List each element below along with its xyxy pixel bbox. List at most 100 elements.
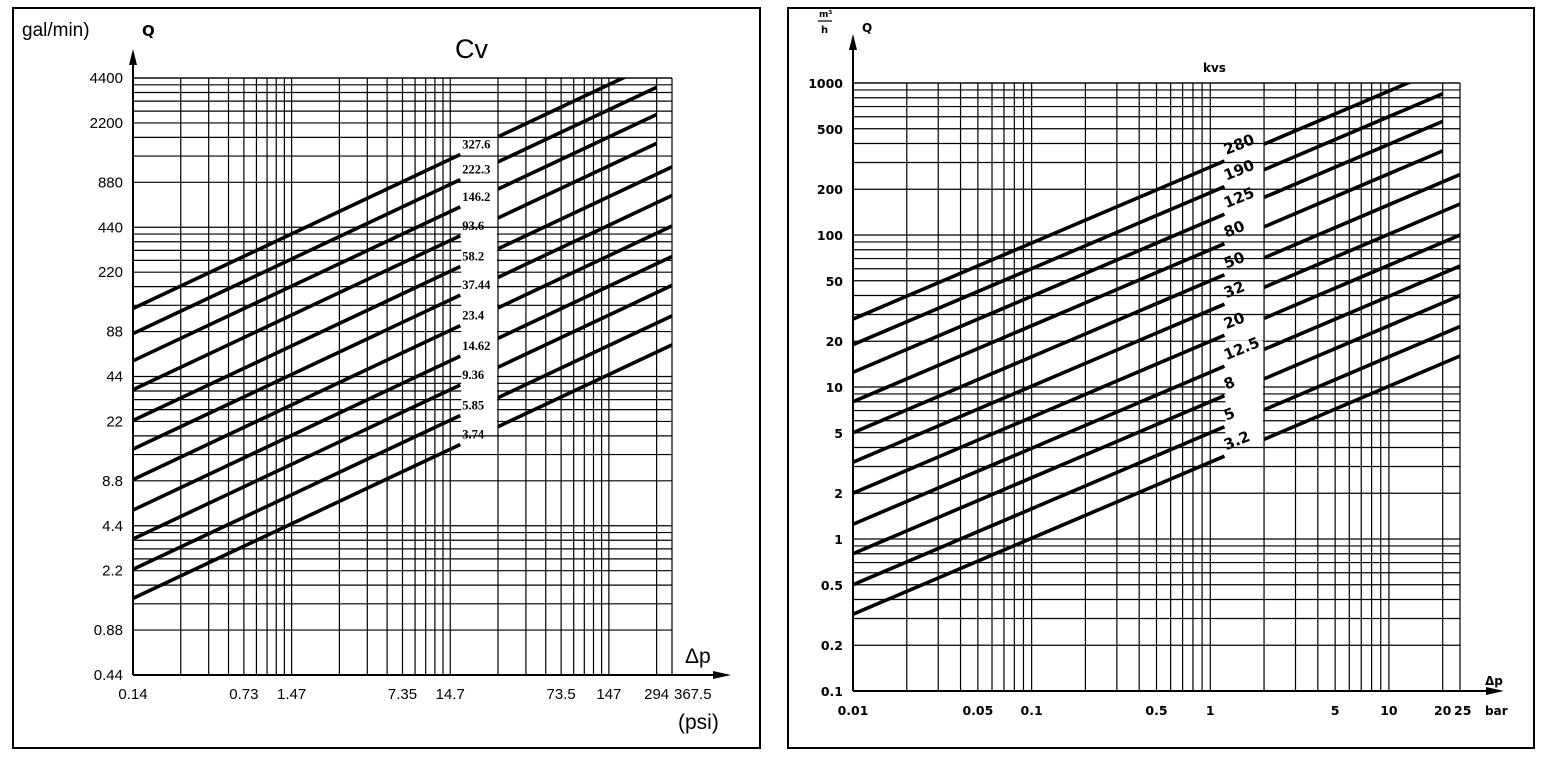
y-tick-label: 44 xyxy=(106,369,123,386)
series-190-left-segment xyxy=(853,184,1226,347)
x-tick-label: 0.73 xyxy=(229,686,258,703)
series-3.74-right-segment xyxy=(497,343,672,429)
left-y-label: Q xyxy=(142,22,155,40)
label-column xyxy=(1225,340,1264,436)
left-chart-title: Cv xyxy=(455,34,488,64)
right-x-unit: bar xyxy=(1485,704,1508,718)
y-tick-label: 10 xyxy=(826,380,844,395)
series-label: 80 xyxy=(1221,217,1247,242)
series-label: 280 xyxy=(1221,130,1257,158)
left-chart-frame xyxy=(12,7,761,749)
series-label: 146.2 xyxy=(462,190,490,204)
series-32-left-segment xyxy=(853,302,1226,464)
left-plot: 0.14 0.73 1.47 7.35 14.7 73.5 147 294 367.5 4400 2… xyxy=(90,49,731,703)
series-50-left-segment xyxy=(853,273,1226,435)
series-93.6-left-segment xyxy=(133,234,462,392)
series-37.44-left-segment xyxy=(133,293,462,451)
y-tick-label: 5 xyxy=(834,426,843,441)
series-37.44-right-segment xyxy=(497,193,672,280)
series-8-left-segment xyxy=(853,394,1226,556)
y-tick-label: 88 xyxy=(106,324,123,341)
series-12.5-left-segment xyxy=(853,364,1226,526)
series-8-right-segment xyxy=(1263,293,1460,381)
series-label: 327.6 xyxy=(462,138,490,152)
right-y-label: Q xyxy=(862,21,872,35)
series-93.6-right-segment xyxy=(497,141,658,220)
y-tick-label: 1 xyxy=(834,532,843,547)
x-tick-label: 0.14 xyxy=(118,686,147,703)
y-tick-label: 880 xyxy=(98,174,123,191)
x-axis-arrow-icon xyxy=(1486,687,1504,695)
y-tick-label: 20 xyxy=(826,334,844,349)
series-3.74-left-segment xyxy=(133,442,462,601)
series-50-right-segment xyxy=(1263,172,1460,260)
right-y-unit-denominator: h xyxy=(821,25,828,36)
x-tick-label: 73.5 xyxy=(547,686,576,703)
series-5.85-left-segment xyxy=(133,413,462,572)
series-5.85-right-segment xyxy=(497,314,672,400)
x-tick-label: 20 xyxy=(1434,703,1452,718)
x-tick-label: 7.35 xyxy=(388,686,417,703)
y-tick-label: 8.8 xyxy=(102,473,123,490)
series-32-right-segment xyxy=(1263,202,1460,289)
left-x-label: Δp xyxy=(685,645,711,668)
series-label: 222.3 xyxy=(462,163,490,177)
x-tick-label: 147 xyxy=(596,686,621,703)
y-tick-label: 0.5 xyxy=(821,578,843,593)
y-tick-label: 100 xyxy=(817,228,843,243)
series-327.6-left-segment xyxy=(133,152,462,311)
series-3.2-right-segment xyxy=(1263,354,1460,441)
left-y-unit: gal/min) xyxy=(22,20,90,41)
y-tick-label: 1000 xyxy=(808,76,843,91)
series-80-left-segment xyxy=(853,242,1226,404)
right-y-unit-numerator: m³ xyxy=(819,10,832,20)
x-tick-label: 294 xyxy=(644,686,669,703)
x-tick-label: 0.1 xyxy=(1021,703,1043,718)
series-20-left-segment xyxy=(853,333,1226,495)
series-14.62-right-segment xyxy=(497,254,672,340)
x-tick-label: 10 xyxy=(1380,703,1398,718)
y-tick-label: 4400 xyxy=(90,70,123,87)
series-label: 3.74 xyxy=(462,427,485,441)
series-146.2-right-segment xyxy=(497,112,658,191)
series-3.2-left-segment xyxy=(853,454,1226,616)
label-column xyxy=(461,230,498,425)
series-280-left-segment xyxy=(853,159,1226,321)
series-190-right-segment xyxy=(1263,92,1444,172)
series-58.2-left-segment xyxy=(133,264,462,423)
right-chart: m³ h Q kvs Δp bar xyxy=(818,10,1508,718)
series-23.4-left-segment xyxy=(133,323,462,482)
left-x-unit: (psi) xyxy=(678,711,719,734)
series-label: 20 xyxy=(1221,308,1247,333)
series-9.36-right-segment xyxy=(497,283,672,369)
y-tick-label: 440 xyxy=(98,219,123,236)
series-146.2-left-segment xyxy=(133,205,462,363)
series-23.4-right-segment xyxy=(497,224,672,310)
series-9.36-left-segment xyxy=(133,383,462,541)
series-58.2-right-segment xyxy=(497,165,672,251)
series-label: 93.6 xyxy=(462,219,484,233)
y-tick-label: 220 xyxy=(98,264,123,281)
series-label: 125 xyxy=(1221,184,1257,212)
series-label: 23.4 xyxy=(462,309,485,323)
left-chart: gal/min) Q Cv Δp (psi) xyxy=(22,20,719,734)
series-label: 14.62 xyxy=(462,339,490,353)
x-tick-label: 25 xyxy=(1454,703,1471,718)
y-tick-label: 500 xyxy=(817,122,843,137)
series-12.5-right-segment xyxy=(1263,264,1460,352)
series-5-left-segment xyxy=(853,425,1226,587)
y-tick-label: 2.2 xyxy=(102,563,123,580)
series-222.3-right-segment xyxy=(497,85,658,164)
y-tick-label: 200 xyxy=(817,182,843,197)
y-tick-label: 0.88 xyxy=(94,622,123,639)
series-125-right-segment xyxy=(1263,119,1444,200)
series-label: 190 xyxy=(1221,156,1257,184)
series-222.3-left-segment xyxy=(133,178,462,336)
right-chart-title: kvs xyxy=(1203,61,1226,75)
y-tick-label: 22 xyxy=(106,413,123,430)
y-tick-label: 2 xyxy=(834,486,843,501)
x-tick-label: 14.7 xyxy=(436,686,465,703)
x-tick-label: 1.47 xyxy=(277,686,306,703)
series-group xyxy=(853,83,1460,616)
